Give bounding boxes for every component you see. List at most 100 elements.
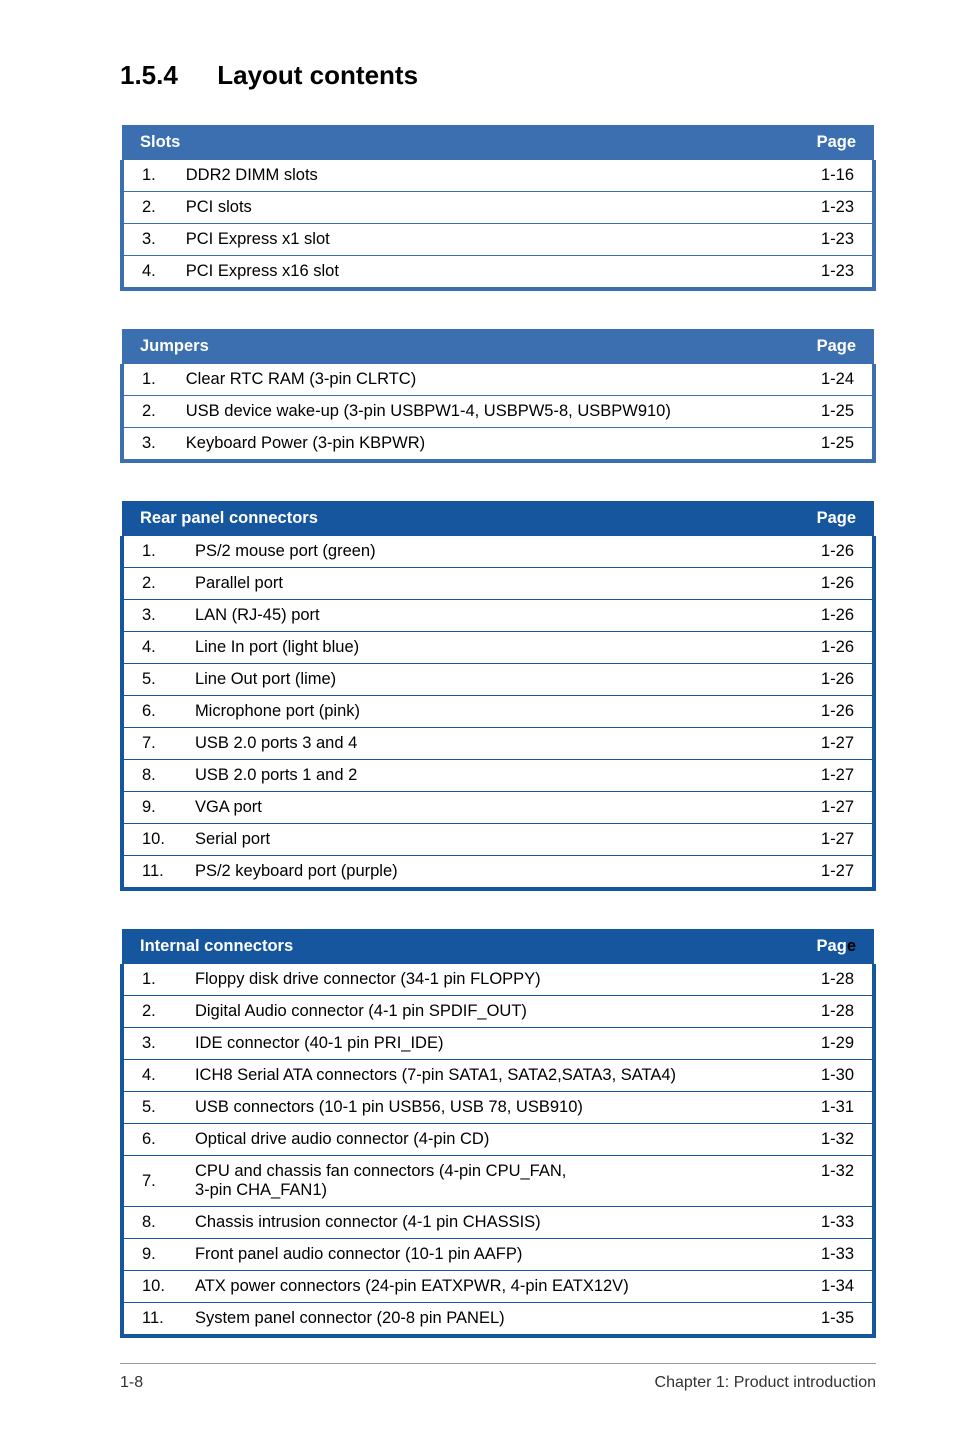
footer-page-number: 1-8 xyxy=(120,1374,143,1392)
row-label: USB 2.0 ports 3 and 4 xyxy=(177,728,794,760)
table-row: 4.PCI Express x16 slot1-23 xyxy=(122,256,874,290)
row-page: 1-24 xyxy=(794,364,874,396)
row-index: 1. xyxy=(122,964,177,996)
row-page: 1-25 xyxy=(794,428,874,462)
row-label: Microphone port (pink) xyxy=(177,696,794,728)
row-page: 1-23 xyxy=(794,192,874,224)
table-row: 1.PS/2 mouse port (green)1-26 xyxy=(122,536,874,568)
row-page: 1-35 xyxy=(794,1303,874,1337)
row-label: IDE connector (40-1 pin PRI_IDE) xyxy=(177,1028,794,1060)
row-index: 3. xyxy=(122,428,168,462)
content-table: Internal connectorsPage1.Floppy disk dri… xyxy=(120,929,876,1338)
table-row: 10.ATX power connectors (24-pin EATXPWR,… xyxy=(122,1271,874,1303)
row-page: 1-27 xyxy=(794,728,874,760)
row-label: Serial port xyxy=(177,824,794,856)
row-index: 2. xyxy=(122,568,177,600)
row-index: 10. xyxy=(122,1271,177,1303)
tables-container: SlotsPage1.DDR2 DIMM slots1-162.PCI slot… xyxy=(120,125,876,1338)
row-label: Optical drive audio connector (4-pin CD) xyxy=(177,1124,794,1156)
row-page: 1-25 xyxy=(794,396,874,428)
table-row: 9.Front panel audio connector (10-1 pin … xyxy=(122,1239,874,1271)
row-page: 1-33 xyxy=(794,1239,874,1271)
footer-chapter-label: Chapter 1: Product introduction xyxy=(655,1374,876,1392)
content-table: JumpersPage1.Clear RTC RAM (3-pin CLRTC)… xyxy=(120,329,876,463)
row-page: 1-29 xyxy=(794,1028,874,1060)
table-header-label: Rear panel connectors xyxy=(122,501,794,536)
page-footer: 1-8 Chapter 1: Product introduction xyxy=(0,1363,954,1392)
row-index: 6. xyxy=(122,696,177,728)
row-label: USB 2.0 ports 1 and 2 xyxy=(177,760,794,792)
row-page: 1-16 xyxy=(794,160,874,192)
row-page: 1-23 xyxy=(794,224,874,256)
row-label: VGA port xyxy=(177,792,794,824)
row-index: 7. xyxy=(122,1156,177,1207)
row-page: 1-31 xyxy=(794,1092,874,1124)
section-number: 1.5.4 xyxy=(120,60,210,91)
row-page: 1-27 xyxy=(794,760,874,792)
row-page: 1-30 xyxy=(794,1060,874,1092)
row-page: 1-34 xyxy=(794,1271,874,1303)
table-row: 8.USB 2.0 ports 1 and 21-27 xyxy=(122,760,874,792)
row-label: PS/2 mouse port (green) xyxy=(177,536,794,568)
row-index: 9. xyxy=(122,1239,177,1271)
row-page: 1-26 xyxy=(794,568,874,600)
row-index: 8. xyxy=(122,1207,177,1239)
table-row: 2.USB device wake-up (3-pin USBPW1-4, US… xyxy=(122,396,874,428)
row-index: 7. xyxy=(122,728,177,760)
row-label: DDR2 DIMM slots xyxy=(168,160,794,192)
table-header-label: Jumpers xyxy=(122,329,794,364)
row-label: Clear RTC RAM (3-pin CLRTC) xyxy=(168,364,794,396)
row-label: Front panel audio connector (10-1 pin AA… xyxy=(177,1239,794,1271)
row-index: 4. xyxy=(122,1060,177,1092)
row-index: 8. xyxy=(122,760,177,792)
table-row: 4.Line In port (light blue)1-26 xyxy=(122,632,874,664)
table-row: 11.System panel connector (20-8 pin PANE… xyxy=(122,1303,874,1337)
table-row: 3.Keyboard Power (3-pin KBPWR)1-25 xyxy=(122,428,874,462)
row-label: LAN (RJ-45) port xyxy=(177,600,794,632)
row-index: 1. xyxy=(122,160,168,192)
row-index: 4. xyxy=(122,632,177,664)
table-row: 10.Serial port1-27 xyxy=(122,824,874,856)
row-index: 5. xyxy=(122,1092,177,1124)
row-index: 9. xyxy=(122,792,177,824)
row-label: CPU and chassis fan connectors (4-pin CP… xyxy=(177,1156,794,1207)
row-page: 1-26 xyxy=(794,536,874,568)
table-row: 6.Optical drive audio connector (4-pin C… xyxy=(122,1124,874,1156)
row-label: PCI slots xyxy=(168,192,794,224)
row-label: PS/2 keyboard port (purple) xyxy=(177,856,794,890)
table-header-page: Page xyxy=(794,501,874,536)
table-row: 5.Line Out port (lime)1-26 xyxy=(122,664,874,696)
row-label: Line In port (light blue) xyxy=(177,632,794,664)
table-row: 3.LAN (RJ-45) port1-26 xyxy=(122,600,874,632)
row-index: 4. xyxy=(122,256,168,290)
table-header-page: Page xyxy=(794,329,874,364)
section-heading: 1.5.4 Layout contents xyxy=(120,60,876,91)
table-row: 1.Clear RTC RAM (3-pin CLRTC)1-24 xyxy=(122,364,874,396)
row-label: System panel connector (20-8 pin PANEL) xyxy=(177,1303,794,1337)
row-index: 1. xyxy=(122,536,177,568)
table-header-page: Page xyxy=(794,929,874,964)
table-row: 2.Parallel port1-26 xyxy=(122,568,874,600)
row-label: Digital Audio connector (4-1 pin SPDIF_O… xyxy=(177,996,794,1028)
row-label: Keyboard Power (3-pin KBPWR) xyxy=(168,428,794,462)
row-index: 10. xyxy=(122,824,177,856)
row-label: ATX power connectors (24-pin EATXPWR, 4-… xyxy=(177,1271,794,1303)
table-row: 1.Floppy disk drive connector (34-1 pin … xyxy=(122,964,874,996)
row-label: Parallel port xyxy=(177,568,794,600)
content-table: Rear panel connectorsPage1.PS/2 mouse po… xyxy=(120,501,876,891)
row-page: 1-32 xyxy=(794,1156,874,1207)
table-header-label: Internal connectors xyxy=(122,929,794,964)
content-table: SlotsPage1.DDR2 DIMM slots1-162.PCI slot… xyxy=(120,125,876,291)
row-index: 2. xyxy=(122,396,168,428)
section-title: Layout contents xyxy=(217,60,418,90)
table-row: 4.ICH8 Serial ATA connectors (7-pin SATA… xyxy=(122,1060,874,1092)
row-label: PCI Express x16 slot xyxy=(168,256,794,290)
row-label: Floppy disk drive connector (34-1 pin FL… xyxy=(177,964,794,996)
table-row: 11.PS/2 keyboard port (purple)1-27 xyxy=(122,856,874,890)
row-page: 1-27 xyxy=(794,792,874,824)
row-label: USB device wake-up (3-pin USBPW1-4, USBP… xyxy=(168,396,794,428)
row-index: 6. xyxy=(122,1124,177,1156)
row-index: 2. xyxy=(122,192,168,224)
table-row: 3.IDE connector (40-1 pin PRI_IDE)1-29 xyxy=(122,1028,874,1060)
row-index: 5. xyxy=(122,664,177,696)
